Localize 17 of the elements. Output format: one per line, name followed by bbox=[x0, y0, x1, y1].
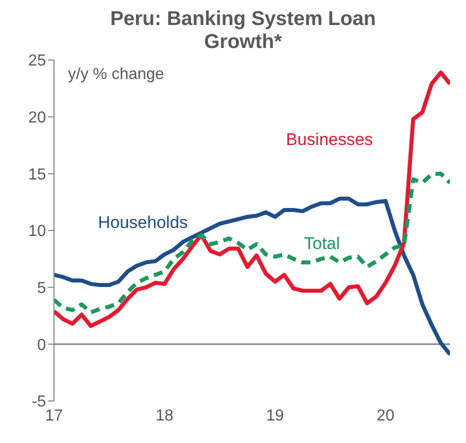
y-tick-label: 20 bbox=[28, 110, 46, 127]
text: Businesses bbox=[286, 130, 373, 150]
x-tick-label: 18 bbox=[156, 407, 174, 424]
x-tick-label: 19 bbox=[266, 407, 284, 424]
x-tick-label: 17 bbox=[45, 407, 63, 424]
y-tick-label: 15 bbox=[28, 166, 46, 184]
y-tick-label: 5 bbox=[37, 280, 46, 298]
y-axis-title: y/y % change bbox=[68, 66, 164, 84]
chart-title: Peru: Banking System Loan Growth* bbox=[109, 8, 377, 54]
series-label: Households bbox=[98, 213, 188, 233]
y-tick-label: 25 bbox=[28, 52, 46, 70]
y-tick-label: 0 bbox=[37, 336, 46, 354]
series-label: Total bbox=[304, 234, 340, 254]
line-series bbox=[54, 172, 450, 314]
x-tick-label: 20 bbox=[376, 407, 395, 424]
y-tick-label: -5 bbox=[32, 394, 46, 411]
y-tick-label: 10 bbox=[28, 223, 46, 240]
